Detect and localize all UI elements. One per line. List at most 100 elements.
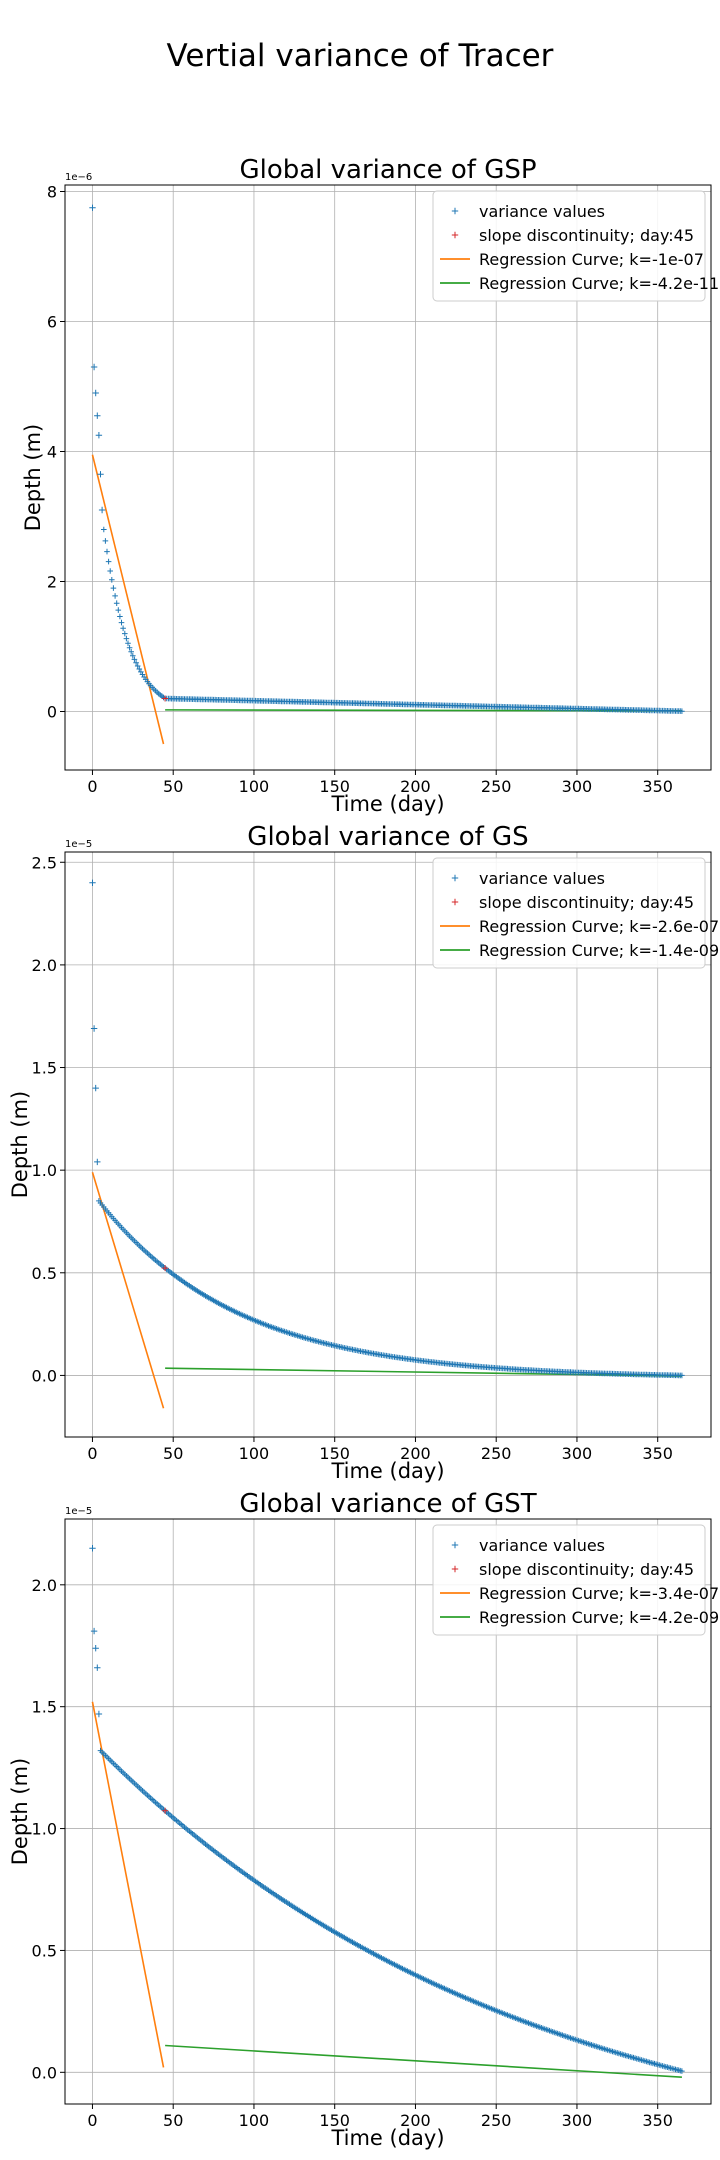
x-tick-label: 150	[319, 2111, 350, 2130]
x-tick-label: 250	[481, 2111, 512, 2130]
x-ticks: 0 50 100 150 200 250 300 350	[87, 770, 673, 796]
legend-marker-variance	[451, 874, 459, 882]
x-tick-label: 200	[400, 1444, 431, 1463]
legend-label: Regression Curve; k=-4.2e-11	[479, 274, 719, 293]
regression-line-2	[165, 1367, 682, 1377]
legend-label: Regression Curve; k=-3.4e-07	[479, 1584, 719, 1603]
x-tick-label: 50	[163, 777, 183, 796]
legend-label: slope discontinuity; day:45	[479, 893, 694, 912]
variance-point	[94, 1158, 101, 1166]
legend-box	[432, 1524, 706, 1636]
legend-marker-discontinuity	[451, 898, 459, 906]
variance-points	[89, 1545, 685, 2074]
x-tick-label: 300	[562, 1444, 593, 1463]
legend-label: variance values	[479, 869, 605, 888]
variance-point	[123, 635, 130, 642]
panel-title: Global variance of GST	[239, 1489, 536, 1519]
x-ticks: 0 50 100 150 200 250 300 350	[87, 2104, 673, 2130]
variance-point	[117, 613, 123, 620]
variance-point	[120, 625, 126, 632]
legend-label: slope discontinuity; day:45	[479, 226, 694, 245]
variance-points	[89, 879, 685, 1379]
y-tick-label: 8	[47, 183, 57, 202]
variance-point	[89, 1545, 96, 1552]
variance-point	[679, 708, 685, 714]
legend: variance values slope discontinuity; day:…	[432, 857, 719, 969]
variance-point	[133, 660, 139, 666]
y-tick-label: 1.0	[32, 1161, 57, 1180]
variance-point	[102, 538, 109, 544]
panel-gs: Global variance of GS 1e−5 0 50 100 150 200 2…	[8, 822, 719, 1483]
x-tick-label: 300	[562, 777, 593, 796]
regression-line-1	[91, 1701, 165, 2068]
variance-point	[679, 1372, 685, 1379]
discontinuity-point	[162, 1807, 169, 1814]
legend-box	[432, 857, 706, 969]
x-tick-label: 150	[319, 777, 350, 796]
legend-label: Regression Curve; k=-1e-07	[479, 250, 704, 269]
x-axis-label: Time (day)	[330, 1459, 444, 1483]
variance-point	[89, 204, 96, 211]
x-axis-label: Time (day)	[330, 2126, 444, 2150]
x-tick-label: 0	[87, 777, 97, 796]
y-tick-label: 1.5	[32, 1059, 57, 1078]
discontinuity-point	[162, 695, 169, 702]
x-tick-label: 50	[163, 2111, 183, 2130]
legend-marker-variance	[451, 1541, 459, 1549]
variance-point	[136, 666, 143, 672]
variance-point	[118, 619, 125, 626]
variance-point	[92, 1645, 99, 1652]
y-tick-label: 0.5	[32, 1264, 57, 1283]
variance-point	[92, 1084, 99, 1092]
legend-marker-discontinuity	[451, 1565, 459, 1573]
panel-title: Global variance of GS	[247, 822, 528, 852]
variance-point	[95, 1710, 103, 1718]
legend-marker-discontinuity	[451, 231, 459, 239]
y-axis-label: Depth (m)	[8, 1091, 32, 1198]
y-axis-exponent: 1e−6	[65, 172, 92, 183]
legend-label: variance values	[479, 1536, 605, 1555]
regression-line-1	[91, 454, 165, 745]
legend: variance values slope discontinuity; day:…	[432, 1524, 719, 1636]
y-axis-label: Depth (m)	[21, 424, 45, 531]
variance-point	[98, 506, 106, 514]
panel-title: Global variance of GSP	[239, 155, 536, 185]
legend-label: slope discontinuity; day:45	[479, 1560, 694, 1579]
x-tick-label: 100	[239, 2111, 270, 2130]
y-tick-label: 2.0	[32, 1576, 57, 1595]
y-ticks: 0 2 4 6 8	[47, 183, 65, 722]
legend-label: Regression Curve; k=-2.6e-07	[479, 917, 719, 936]
variance-point	[134, 663, 141, 669]
variance-point	[101, 526, 107, 533]
legend: variance values slope discontinuity; day:…	[432, 190, 719, 302]
legend-box	[432, 190, 706, 302]
y-ticks: 0.0 0.5 1.0 1.5 2.0 2.5	[32, 853, 65, 1385]
regression-line-2	[165, 2044, 682, 2078]
x-tick-label: 350	[642, 777, 673, 796]
y-tick-label: 2.5	[32, 853, 57, 872]
regression-lines	[91, 1171, 682, 1409]
variance-point	[107, 568, 113, 574]
plot-frame	[64, 851, 712, 1438]
y-tick-label: 6	[47, 313, 57, 332]
x-tick-label: 50	[163, 1444, 183, 1463]
variance-point	[126, 644, 133, 651]
variance-point	[110, 585, 117, 591]
plot-frame	[64, 1518, 712, 2105]
x-tick-label: 350	[642, 1444, 673, 1463]
x-tick-label: 250	[481, 777, 512, 796]
x-tick-label: 100	[239, 777, 270, 796]
y-tick-label: 2.0	[32, 956, 57, 975]
y-axis-exponent: 1e−5	[65, 839, 92, 850]
variance-point	[130, 652, 136, 659]
y-tick-label: 0	[47, 703, 57, 722]
variance-point	[679, 2068, 685, 2074]
variance-points	[89, 204, 685, 714]
variance-point	[90, 363, 98, 371]
regression-line-1	[91, 1171, 165, 1409]
y-tick-label: 4	[47, 443, 57, 462]
panel-gst: Global variance of GST 1e−5 0 50 100 150 200…	[8, 1489, 719, 2150]
x-tick-label: 100	[239, 1444, 270, 1463]
discontinuity-point	[162, 1265, 169, 1272]
